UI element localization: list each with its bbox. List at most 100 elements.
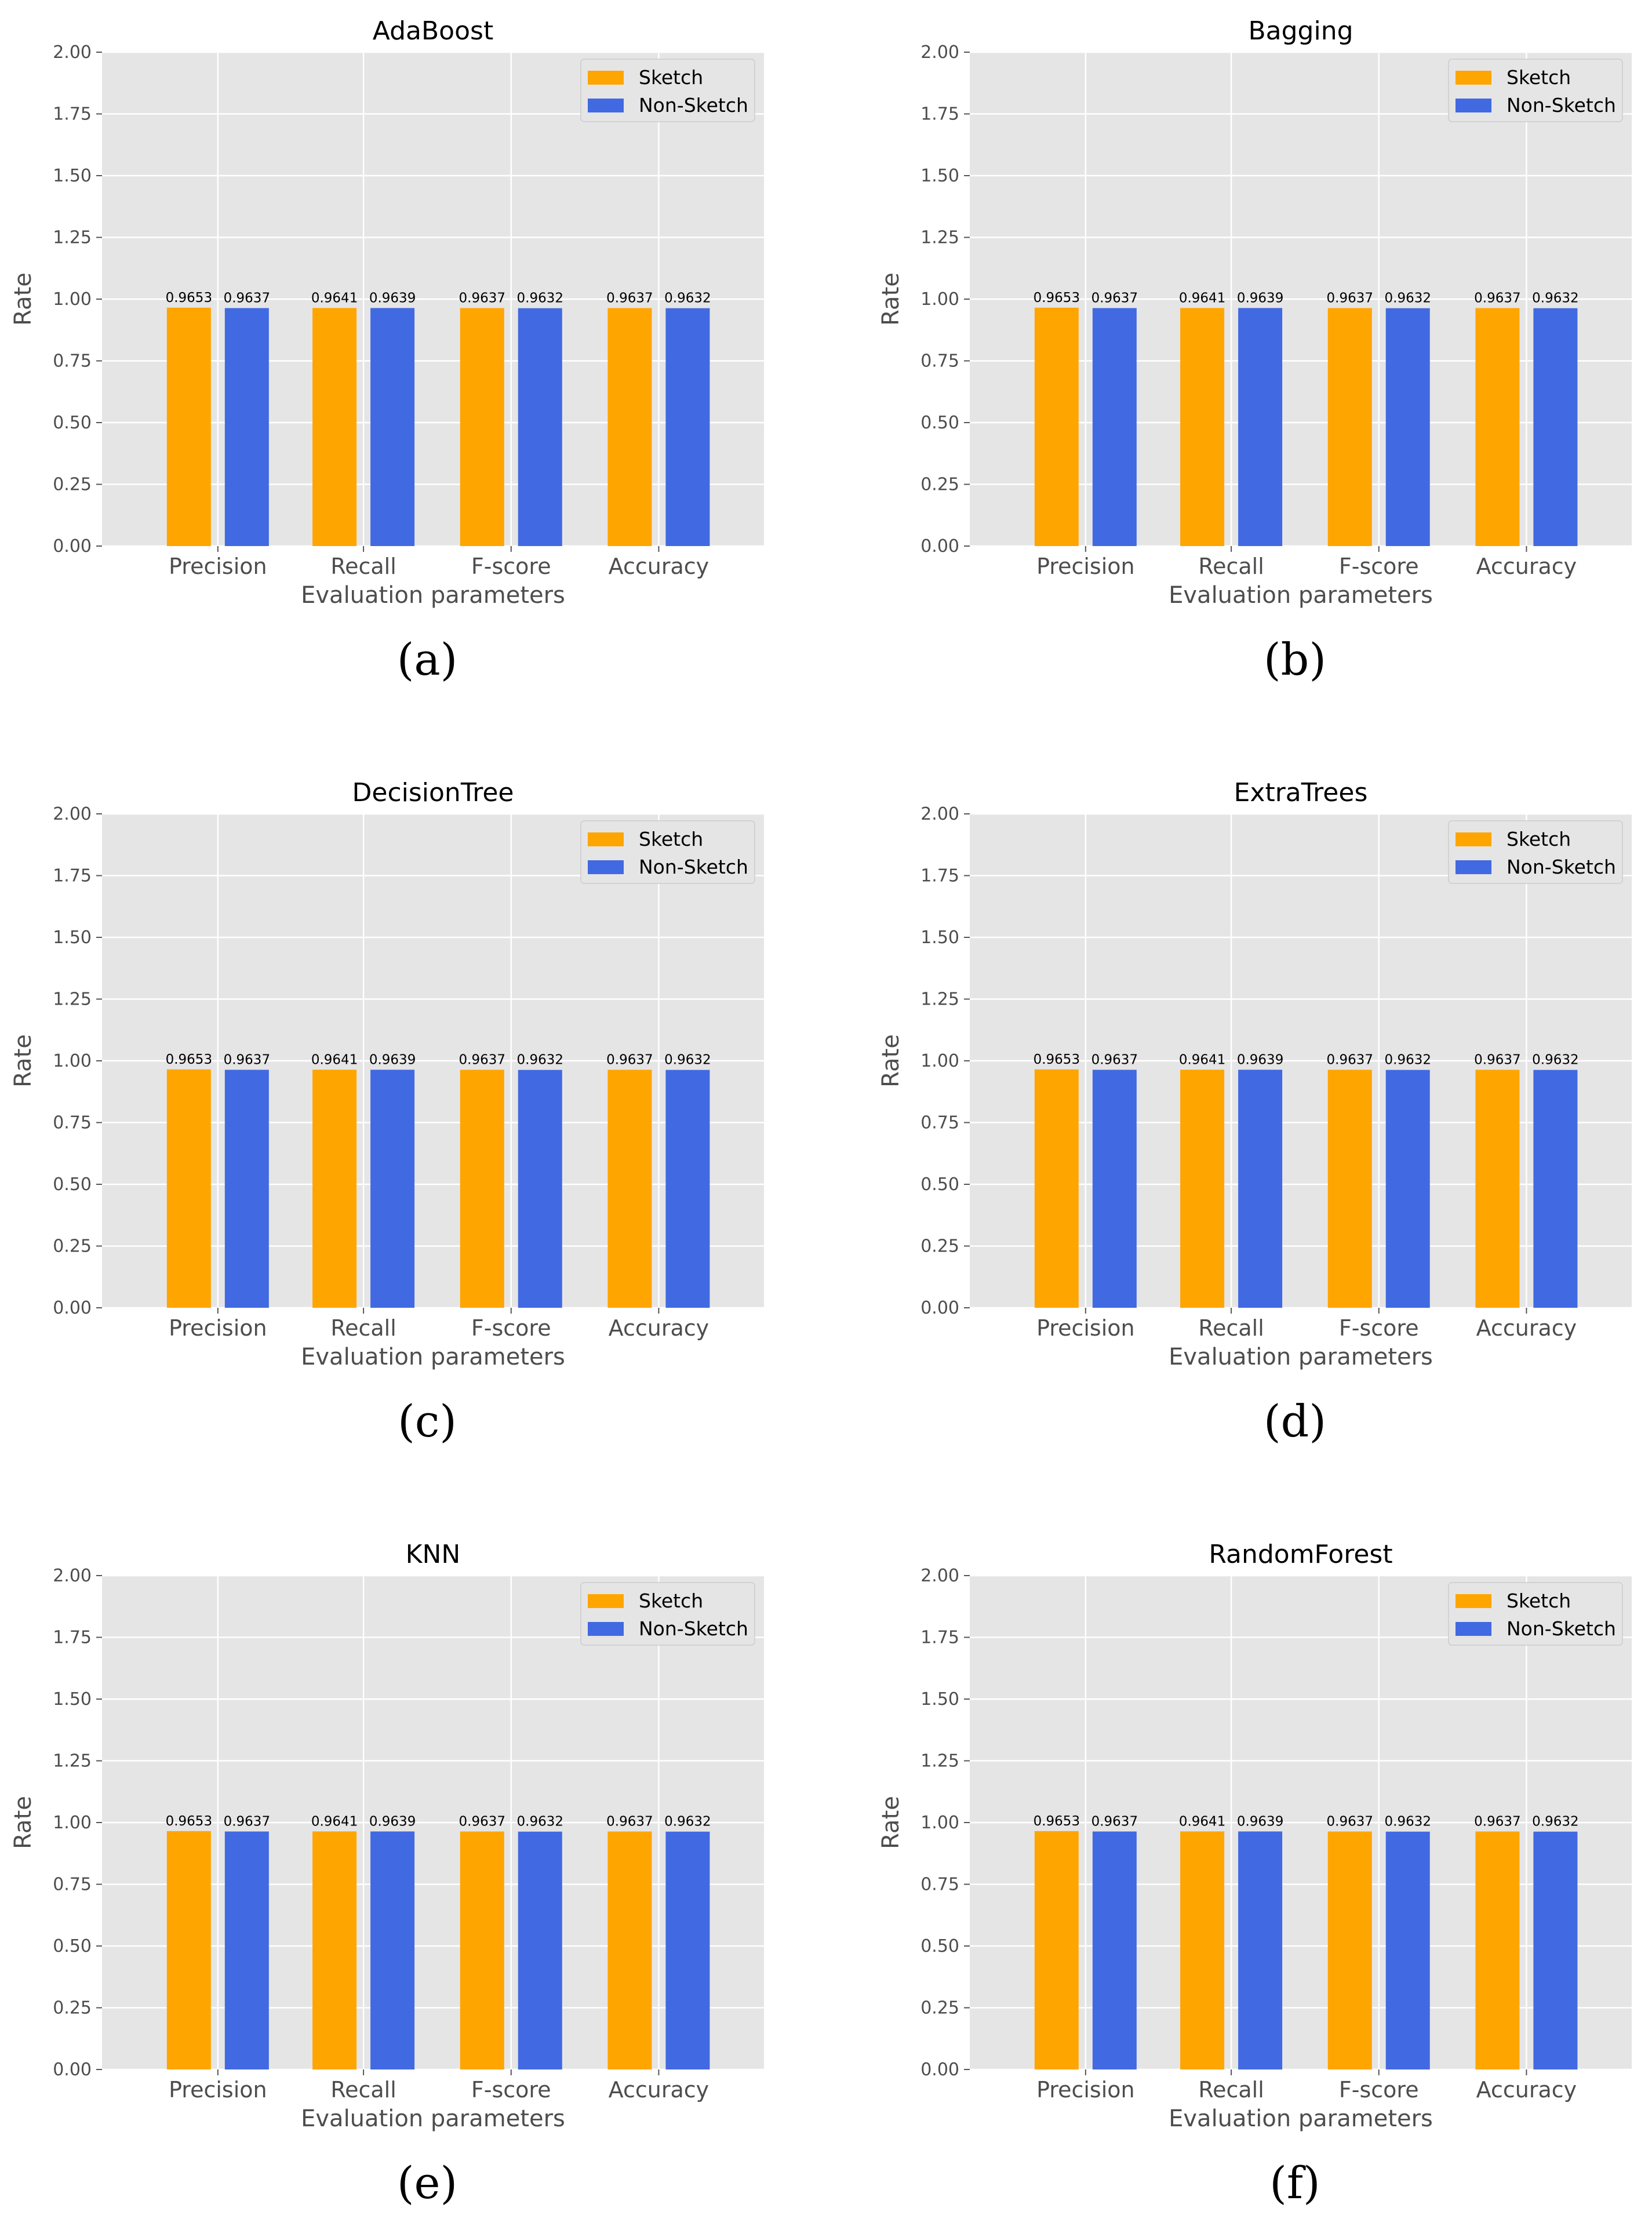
y-tick-label: 1.00 xyxy=(53,289,92,310)
value-label: 0.9653 xyxy=(1034,1052,1080,1067)
legend-swatch xyxy=(1455,860,1491,874)
y-tick-label: 0.25 xyxy=(920,475,959,495)
y-tick-label: 0.25 xyxy=(53,1998,92,2018)
y-tick-label: 2.00 xyxy=(53,804,92,824)
chart-title: KNN xyxy=(406,1540,461,1569)
y-tick-label: 1.50 xyxy=(920,166,959,186)
value-label: 0.9637 xyxy=(1327,1052,1373,1067)
y-tick-label: 1.75 xyxy=(53,866,92,886)
bar xyxy=(1475,1070,1520,1308)
value-label: 0.9653 xyxy=(1034,290,1080,305)
x-axis-label: Evaluation parameters xyxy=(1169,582,1433,609)
y-axis-label: Rate xyxy=(10,272,37,326)
x-tick-label: Accuracy xyxy=(1476,2077,1577,2103)
y-tick-label: 0.50 xyxy=(53,1936,92,1956)
value-label: 0.9632 xyxy=(1385,291,1431,306)
value-label: 0.9637 xyxy=(1474,1052,1520,1067)
legend-label: Sketch xyxy=(639,66,703,89)
chart-title: Bagging xyxy=(1248,16,1353,46)
y-tick-label: 0.25 xyxy=(920,1998,959,2018)
y-tick-label: 0.75 xyxy=(920,1875,959,1895)
legend: Sketch Non-Sketch xyxy=(1448,820,1623,884)
chart-panel: KNN 0.00 0.25 0.50 0.75 1.00 1.25 1.50 1.75 2.00 0… xyxy=(10,1540,764,2209)
x-tick-label: Accuracy xyxy=(609,2077,709,2103)
legend: Sketch Non-Sketch xyxy=(580,1582,755,1646)
y-tick-label: 1.50 xyxy=(920,928,959,948)
chart-panel: DecisionTree 0.00 0.25 0.50 0.75 1.00 1.25 1.50… xyxy=(10,778,764,1447)
value-label: 0.9632 xyxy=(664,1053,711,1068)
legend-box xyxy=(580,1582,755,1646)
y-tick-label: 1.00 xyxy=(920,289,959,310)
bar xyxy=(1385,308,1430,546)
bar xyxy=(224,308,269,546)
y-tick-label: 0.50 xyxy=(920,413,959,433)
value-label: 0.9632 xyxy=(1532,1814,1578,1829)
value-label: 0.9637 xyxy=(1474,290,1520,305)
legend-box xyxy=(580,820,755,884)
value-label: 0.9637 xyxy=(1091,1814,1138,1829)
value-label: 0.9637 xyxy=(1091,1052,1138,1067)
x-axis-label: Evaluation parameters xyxy=(301,2105,565,2132)
y-tick-label: 0.00 xyxy=(53,2060,92,2080)
y-tick-label: 0.00 xyxy=(920,536,959,556)
legend-box xyxy=(1448,1582,1623,1646)
x-tick-label: Recall xyxy=(1198,554,1264,579)
y-tick-label: 1.00 xyxy=(920,1813,959,1833)
bar xyxy=(312,1070,357,1308)
chart-title: AdaBoost xyxy=(373,16,493,46)
value-label: 0.9637 xyxy=(606,290,653,305)
bar xyxy=(1533,308,1578,546)
legend-swatch xyxy=(588,99,624,112)
panel-label: (a) xyxy=(397,634,458,685)
y-tick-label: 2.00 xyxy=(53,42,92,63)
bar xyxy=(1034,1831,1079,2069)
y-tick-label: 1.25 xyxy=(53,990,92,1010)
x-tick-label: Precision xyxy=(169,2077,267,2103)
y-tick-label: 2.00 xyxy=(920,1566,959,1586)
legend-label: Sketch xyxy=(639,828,703,850)
bar xyxy=(1238,308,1283,546)
bar xyxy=(1238,1070,1283,1308)
y-tick-label: 0.00 xyxy=(53,536,92,556)
y-tick-label: 1.00 xyxy=(53,1813,92,1833)
value-label: 0.9637 xyxy=(459,1052,505,1067)
y-tick-label: 1.75 xyxy=(53,1628,92,1648)
legend-swatch xyxy=(588,832,624,846)
bar xyxy=(1180,308,1225,546)
legend-label: Non-Sketch xyxy=(1507,1617,1616,1640)
value-label: 0.9641 xyxy=(1179,1052,1225,1067)
bar xyxy=(1327,308,1372,546)
y-axis-label: Rate xyxy=(878,1034,904,1087)
value-label: 0.9632 xyxy=(664,291,711,306)
value-label: 0.9641 xyxy=(1179,290,1225,305)
y-tick-label: 1.50 xyxy=(53,166,92,186)
bar xyxy=(1238,1831,1283,2069)
x-tick-label: Recall xyxy=(330,1315,396,1341)
value-label: 0.9637 xyxy=(459,1814,505,1829)
x-tick-label: Accuracy xyxy=(1476,554,1577,579)
panel-label: (f) xyxy=(1269,2157,1320,2209)
bar xyxy=(665,1831,710,2069)
x-tick-label: F-score xyxy=(471,554,551,579)
bar xyxy=(1092,1831,1137,2069)
value-label: 0.9637 xyxy=(1474,1814,1520,1829)
x-tick-label: F-score xyxy=(1339,1315,1419,1341)
value-label: 0.9639 xyxy=(369,290,416,305)
y-tick-label: 1.25 xyxy=(53,1751,92,1772)
legend-swatch xyxy=(588,1622,624,1636)
y-tick-label: 0.75 xyxy=(53,351,92,372)
legend-swatch xyxy=(1455,1594,1491,1608)
legend-label: Sketch xyxy=(1507,828,1571,850)
y-tick-label: 0.75 xyxy=(53,1875,92,1895)
x-tick-label: F-score xyxy=(1339,554,1419,579)
bar xyxy=(1327,1070,1372,1308)
value-label: 0.9637 xyxy=(459,290,505,305)
y-tick-label: 0.25 xyxy=(920,1236,959,1257)
y-tick-label: 0.00 xyxy=(53,1298,92,1318)
x-tick-label: Recall xyxy=(1198,1315,1264,1341)
bar xyxy=(370,308,415,546)
value-label: 0.9632 xyxy=(664,1814,711,1829)
y-tick-label: 2.00 xyxy=(920,42,959,63)
y-tick-label: 1.00 xyxy=(53,1051,92,1071)
